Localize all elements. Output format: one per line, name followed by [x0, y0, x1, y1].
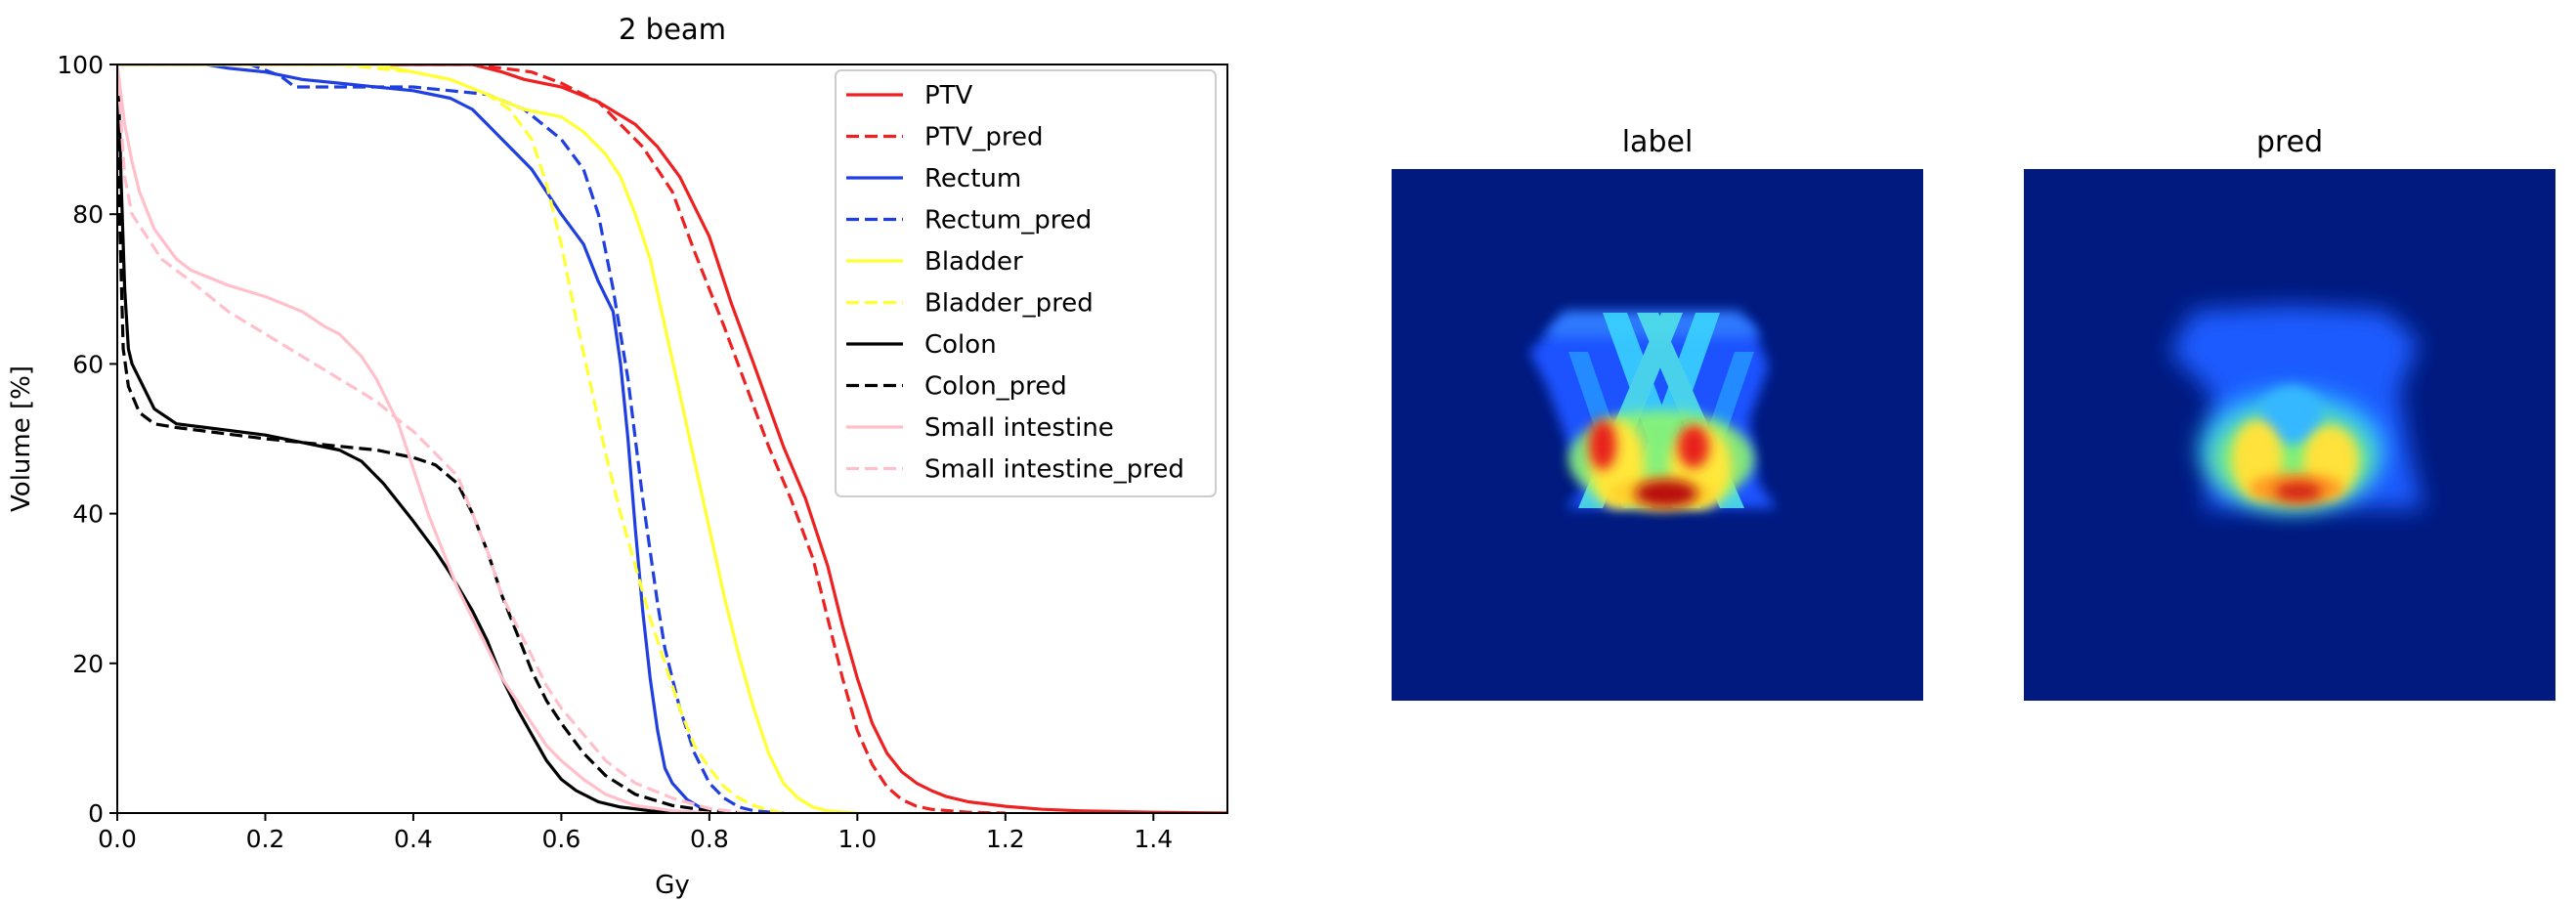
x-tick-label: 0.0	[98, 825, 137, 853]
legend-label: Bladder	[924, 247, 1023, 277]
label-dose-map	[1529, 311, 1777, 509]
series-line-bladder	[117, 64, 858, 813]
legend-label: Small intestine	[924, 413, 1114, 443]
label-hotspot-bottom	[1635, 480, 1697, 507]
x-tick-label: 0.6	[542, 825, 581, 853]
legend-label: Rectum	[924, 164, 1021, 193]
x-tick-label: 1.0	[837, 825, 877, 853]
series-line-bladder-pred	[117, 64, 784, 813]
legend-box	[835, 69, 1217, 497]
series-line-small-intestine	[117, 64, 709, 813]
legend-label: Rectum_pred	[924, 206, 1092, 236]
series-line-ptv-pred	[117, 64, 1006, 813]
y-tick-label: 80	[72, 200, 104, 229]
series-line-rectum	[117, 64, 710, 813]
legend-items: PTV PTV_pred Rectum Rectum_pred Bladder Bladd…	[846, 81, 1184, 485]
legend-label: Colon_pred	[924, 372, 1067, 402]
label-hotspot-right	[1678, 425, 1709, 468]
series-line-colon-pred	[117, 64, 747, 813]
x-tick-label: 0.4	[394, 825, 433, 853]
y-tick-label: 0	[88, 799, 104, 828]
plot-frame	[116, 64, 1228, 814]
x-tick-label: 1.2	[986, 825, 1025, 853]
legend-label: PTV_pred	[924, 123, 1043, 152]
pred-dose-map	[2169, 306, 2424, 508]
y-axis-label: Volume [%]	[7, 365, 36, 512]
y-axis-ticks: 0 20 40 60 80 100	[57, 51, 117, 828]
series-line-small-intestine-pred	[117, 64, 747, 813]
x-axis-ticks: 0.0 0.2 0.4 0.6 0.8 1.0 1.2 1.4	[98, 813, 1173, 853]
pred-title: pred	[2256, 125, 2323, 159]
legend-label: Colon	[924, 330, 997, 360]
x-axis-label: Gy	[655, 871, 690, 900]
y-tick-label: 60	[72, 350, 104, 378]
legend: PTV PTV_pred Rectum Rectum_pred Bladder Bladd…	[835, 69, 1217, 497]
x-tick-label: 0.8	[690, 825, 729, 853]
legend-label: Bladder_pred	[924, 289, 1094, 319]
label-title: label	[1622, 125, 1694, 159]
series-layer	[117, 64, 1227, 813]
pred-hotspot-bottom	[2275, 482, 2322, 501]
pred-cool-center	[2260, 386, 2323, 445]
x-tick-label: 1.4	[1134, 825, 1173, 853]
dvh-chart: 2 beam 0.0 0.2 0.4 0.6 0.8 1.0 1.2 1.4 0 20 40 60 8…	[7, 13, 1228, 900]
series-line-colon	[117, 64, 709, 813]
pred-heatmap: pred	[2024, 125, 2555, 701]
y-tick-label: 100	[57, 51, 104, 79]
label-heatmap: label	[1392, 125, 1923, 701]
legend-label: PTV	[924, 81, 973, 110]
y-tick-label: 20	[72, 650, 104, 678]
x-tick-label: 0.2	[246, 825, 285, 853]
label-hotspot-left	[1589, 419, 1616, 470]
series-line-rectum-pred	[117, 64, 784, 813]
legend-label: Small intestine_pred	[924, 455, 1184, 485]
y-tick-label: 40	[72, 500, 104, 529]
chart-title: 2 beam	[619, 13, 726, 46]
